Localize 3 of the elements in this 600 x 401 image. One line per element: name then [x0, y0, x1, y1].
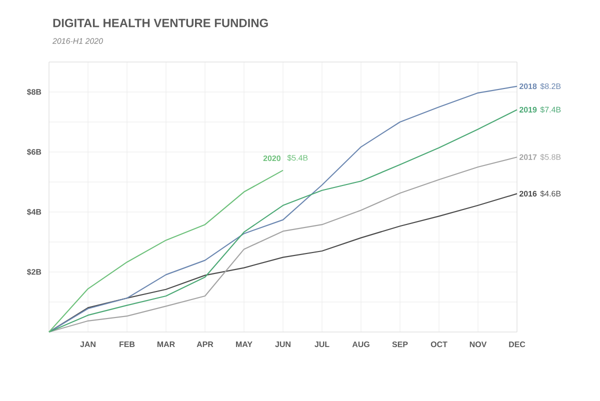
- line-series: [48, 156, 518, 333]
- line-series: [48, 170, 284, 333]
- chart-title: DIGITAL HEALTH VENTURE FUNDING: [53, 18, 268, 28]
